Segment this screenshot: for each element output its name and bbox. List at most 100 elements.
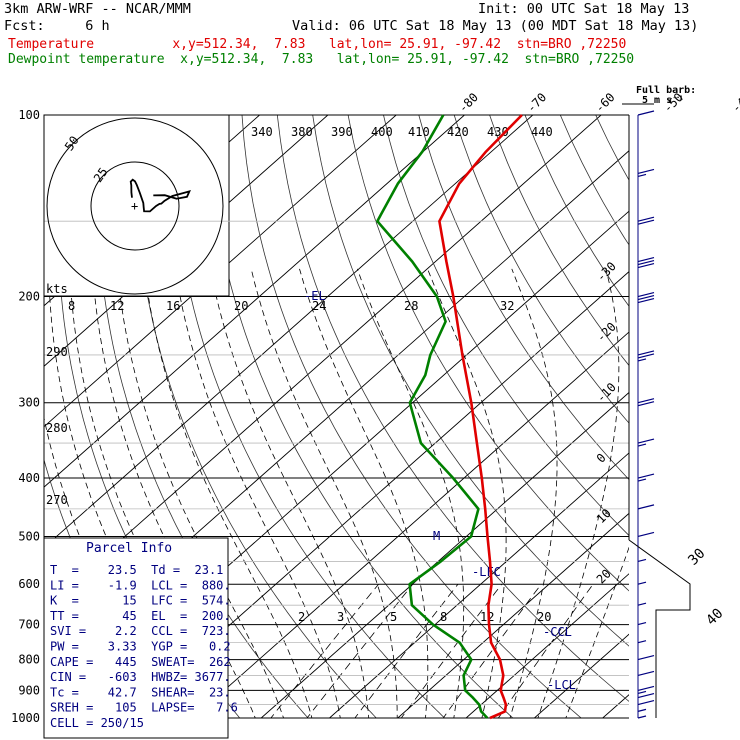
dry-adiabat-line: [347, 115, 629, 592]
wind-barb-flag: [637, 262, 655, 269]
moist-adiabat-line: [427, 268, 507, 718]
wind-barb-flag: [637, 690, 647, 694]
wind-barb-flag: [637, 168, 655, 175]
wind-barb: [637, 168, 655, 178]
parcel-info-row: CELL = 250/15: [50, 716, 144, 730]
frame-lower-right: [628, 539, 691, 718]
wind-barb-flag: [637, 216, 655, 222]
hodograph-speed-label: 16: [166, 299, 180, 313]
wind-barb-flag: [637, 622, 647, 626]
dry-adiabat-line: [241, 115, 582, 718]
wind-barb-flag: [637, 438, 655, 444]
theta-e-label: 420: [447, 125, 469, 139]
dry-adiabat-line: [595, 115, 629, 181]
parcel-info-row: T = 23.5 Td = 23.1: [50, 563, 223, 577]
dry-adiabat-line: [489, 115, 629, 367]
moist-adiabat-line: [144, 268, 313, 718]
mixing-ratio-line: [442, 583, 542, 718]
wind-barb-flag: [637, 685, 655, 691]
wind-barb-flag: [637, 110, 655, 116]
hodograph-speed-label: 12: [110, 299, 124, 313]
theta-e-label: 340: [251, 125, 273, 139]
wind-barb: [637, 654, 655, 661]
hodograph-speed-label: 32: [500, 299, 514, 313]
wind-barb: [637, 622, 647, 626]
wind-barb-flag: [637, 670, 655, 677]
hodograph-speed-label: 28: [404, 299, 418, 313]
wind-barb: [637, 216, 655, 225]
pressure-tick-label: 900: [18, 683, 40, 697]
moist-adiabat-line: [209, 268, 370, 718]
moist-adiabat-line: [565, 546, 629, 718]
isotherm-line: [44, 115, 397, 428]
parcel-info-row: TT = 45 EL = 200.: [50, 609, 231, 623]
isotherm-label: -30: [594, 259, 619, 284]
dry-adiabat-line: [453, 115, 629, 424]
isotherm-line: [44, 115, 465, 488]
dry-adiabat-line: [667, 115, 740, 731]
moist-adiabat-line: [299, 268, 429, 718]
wind-barb: [637, 350, 655, 362]
temperature-trace: [438, 114, 523, 720]
wind-barb: [637, 256, 655, 269]
isotherm-label: -10: [594, 380, 619, 405]
hodograph-ring-25: [90, 161, 180, 251]
dry-adiabat-line: [383, 115, 629, 537]
model-title: 3km ARW-WRF -- NCAR/MMM: [4, 1, 191, 17]
dry-adiabat-line: [206, 115, 514, 718]
isotherm-line: [44, 115, 602, 609]
barb-legend-line2: 5 m s⁻¹: [642, 95, 684, 106]
wind-barb: [637, 670, 655, 677]
moist-adiabat-line: [250, 268, 398, 718]
mixing-ratio-line: [354, 583, 459, 718]
wind-barb: [637, 685, 655, 694]
theta-label: 270: [46, 493, 68, 507]
wind-barb-flag: [637, 353, 655, 359]
parcel-info-row: CIN = -603 HWBZ= 3677.: [50, 670, 231, 684]
wind-barb-flag: [637, 715, 647, 719]
moist-adiabat-line: [174, 268, 341, 718]
wind-barb-flag: [637, 259, 655, 266]
pressure-tick-label: 800: [18, 653, 40, 667]
pressure-tick-label: 500: [18, 529, 40, 543]
wind-barb: [637, 291, 655, 304]
wind-barb-flag: [637, 602, 647, 606]
mixing-ratio-label: 2: [298, 610, 305, 624]
hodograph-ring-label-25: 25: [91, 165, 111, 185]
wind-barb-flag: [637, 291, 655, 298]
wind-barb-flag: [637, 398, 655, 404]
wind-barb: [637, 110, 655, 116]
isotherm-label: -80: [456, 90, 481, 115]
pressure-tick-label: 700: [18, 618, 40, 632]
isotherm-label: 0: [594, 451, 609, 466]
pressure-tick-label: 300: [18, 396, 40, 410]
wind-barb-flag: [637, 401, 655, 407]
isotherm-label: -60: [592, 90, 617, 115]
isotherm-label: 30: [685, 545, 708, 568]
wind-barb-flag: [637, 699, 655, 706]
wind-barb: [637, 581, 647, 585]
pressure-tick-label: 600: [18, 577, 40, 591]
hodograph-unit-label: kts: [46, 282, 68, 296]
wind-barb: [637, 715, 647, 719]
theta-label: 290: [46, 345, 68, 359]
isotherm-line: [44, 115, 534, 549]
wind-barb-flag: [637, 473, 655, 479]
dry-adiabat-line: [276, 115, 629, 702]
pressure-tick-label: 1000: [11, 711, 40, 725]
theta-e-label: 380: [291, 125, 313, 139]
isotherm-line: [260, 391, 629, 718]
wind-barb: [637, 558, 647, 563]
moist-adiabat-line: [357, 268, 465, 718]
parcel-info-box: [43, 537, 229, 739]
wind-barb-flag: [637, 173, 647, 178]
pressure-tick-label: 100: [18, 108, 40, 122]
wind-barb: [637, 699, 655, 706]
wind-barb-flag: [637, 504, 655, 510]
mixing-ratio-line: [400, 583, 503, 718]
wind-barb-flag: [637, 693, 655, 699]
hodograph-speed-label: 24: [312, 299, 326, 313]
init-time: Init: 00 UTC Sat 18 May 13: [478, 1, 690, 17]
barb-legend-line1: Full barb:: [636, 85, 696, 96]
